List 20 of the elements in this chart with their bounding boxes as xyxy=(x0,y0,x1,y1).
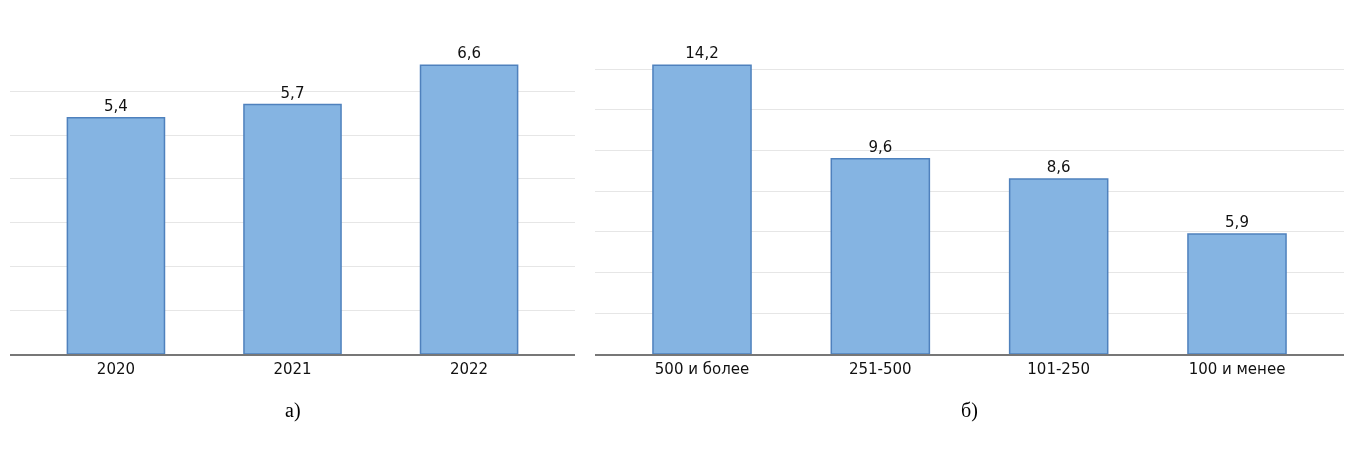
data-label: 8,6 xyxy=(1046,158,1071,177)
data-label: 9,6 xyxy=(868,137,893,156)
x-tick-label: 100 и менее xyxy=(1188,360,1286,378)
data-label: 14,2 xyxy=(685,44,719,63)
x-tick-label: 2020 xyxy=(96,360,136,378)
text: а) xyxy=(285,399,301,422)
data-label: 5,9 xyxy=(1225,213,1249,232)
data-label: 5,7 xyxy=(280,83,305,102)
bar xyxy=(830,158,931,354)
data-label: 5,4 xyxy=(104,96,128,115)
x-tick-label: 2021 xyxy=(273,360,312,378)
text: б) xyxy=(961,399,978,422)
bar xyxy=(1187,233,1287,354)
bar xyxy=(1008,178,1109,354)
x-tick-label: 2022 xyxy=(449,360,489,378)
bar xyxy=(652,64,752,354)
x-tick-label: 101-250 xyxy=(1027,360,1091,378)
x-tick-label: 251-500 xyxy=(848,360,912,378)
x-tick-label: 500 и более xyxy=(654,360,750,378)
data-label: 6,6 xyxy=(457,44,481,63)
